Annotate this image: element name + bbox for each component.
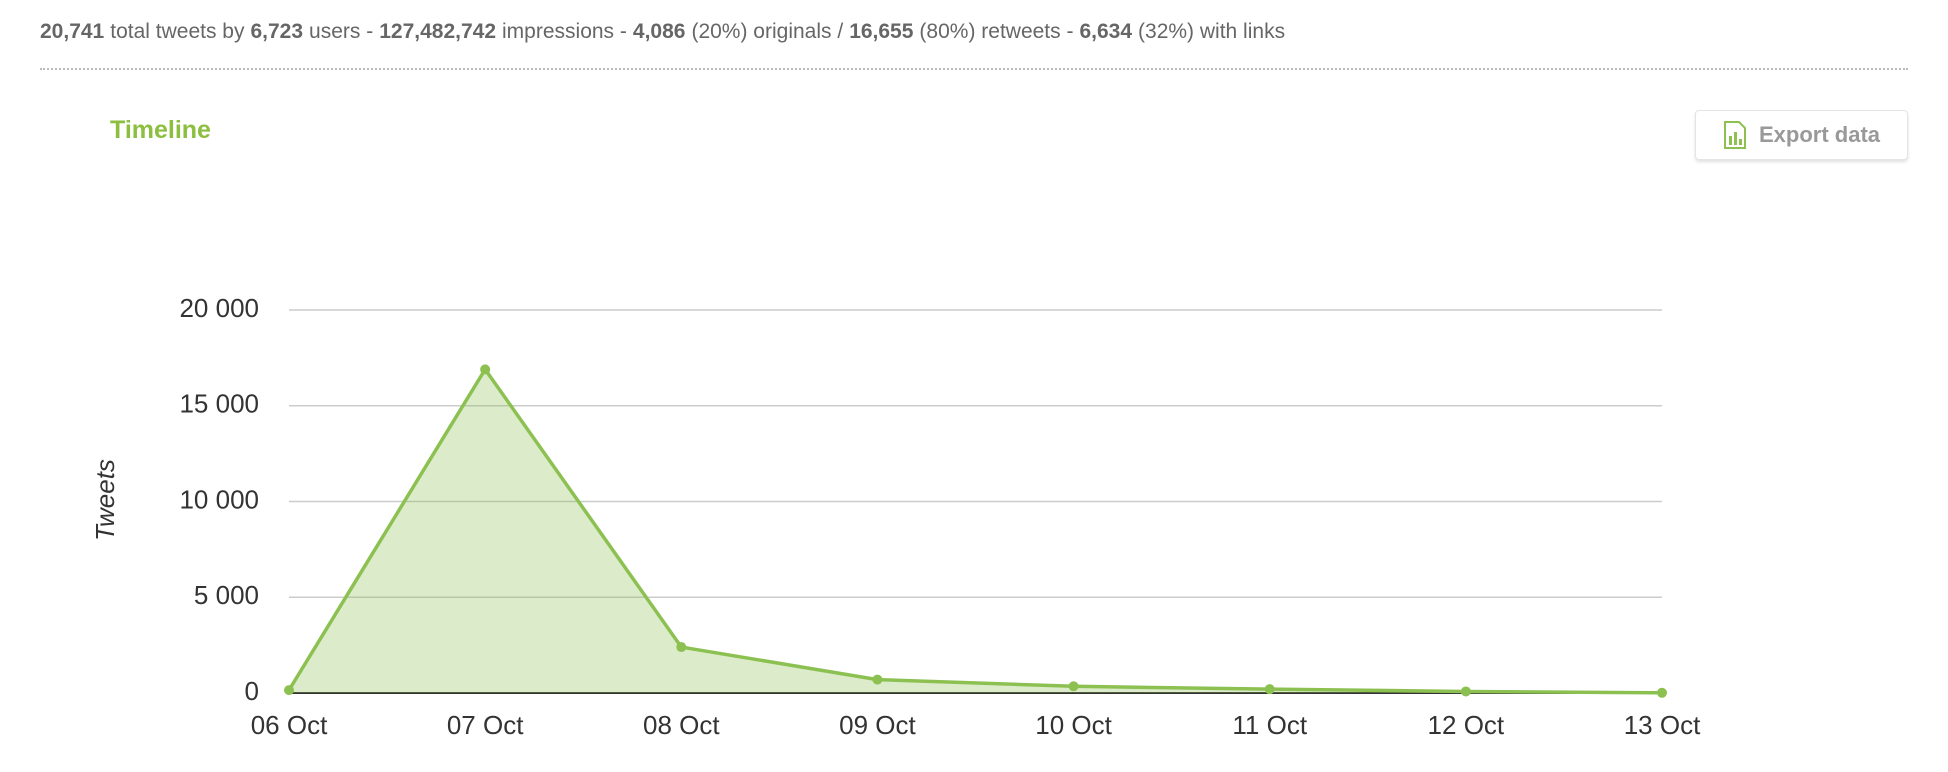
stat-number: 20,741 — [40, 20, 105, 43]
stat-text: impressions - — [502, 20, 627, 43]
data-point — [676, 642, 687, 653]
y-tick-label: 5 000 — [194, 580, 259, 610]
area — [289, 369, 1662, 693]
data-point — [872, 674, 883, 685]
export-icon — [1723, 121, 1746, 149]
stat-number: 4,086 — [632, 20, 686, 43]
data-point — [1068, 681, 1079, 692]
x-tick-label: 07 Oct — [447, 710, 524, 740]
data-point — [1460, 686, 1471, 697]
x-tick-label: 11 Oct — [1232, 710, 1307, 740]
data-point — [1264, 684, 1275, 695]
separator — [40, 68, 1908, 70]
data-point — [284, 685, 294, 696]
x-tick-label: 12 Oct — [1428, 710, 1505, 740]
line — [287, 367, 1663, 695]
x-tick-label: 08 Oct — [643, 710, 720, 740]
y-tick-label: 20 000 — [179, 293, 259, 323]
stat-text: (32%) with links — [1138, 20, 1286, 43]
x-tick-label: 09 Oct — [839, 710, 916, 740]
export-label: Export data — [1758, 122, 1881, 147]
stat-number: 127,482,742 — [379, 20, 497, 43]
y-axis-label: Tweets — [90, 459, 120, 541]
x-tick-label: 06 Oct — [251, 710, 328, 740]
y-tick-label: 0 — [245, 676, 259, 706]
x-tick-label: 10 Oct — [1035, 710, 1112, 740]
y-tick-label: 15 000 — [179, 389, 259, 419]
stat-number: 6,723 — [250, 20, 304, 43]
x-tick-label: 13 Oct — [1624, 710, 1701, 740]
stat-text: users - — [309, 20, 374, 43]
y-tick-label: 10 000 — [179, 484, 259, 514]
data-point — [480, 364, 491, 375]
export-button[interactable]: Export data — [1695, 110, 1908, 160]
stat-number: 6,634 — [1079, 20, 1133, 43]
data-point — [1657, 687, 1667, 698]
stat-text: (20%) originals / — [691, 20, 844, 43]
stat-text: (80%) retweets - — [919, 20, 1074, 43]
section-title: Timeline — [110, 116, 211, 144]
stats-line: 20,741 total tweets by 6,723 users -127,482… — [40, 20, 1291, 44]
stat-number: 16,655 — [849, 20, 914, 43]
stat-text: total tweets by — [110, 20, 245, 43]
